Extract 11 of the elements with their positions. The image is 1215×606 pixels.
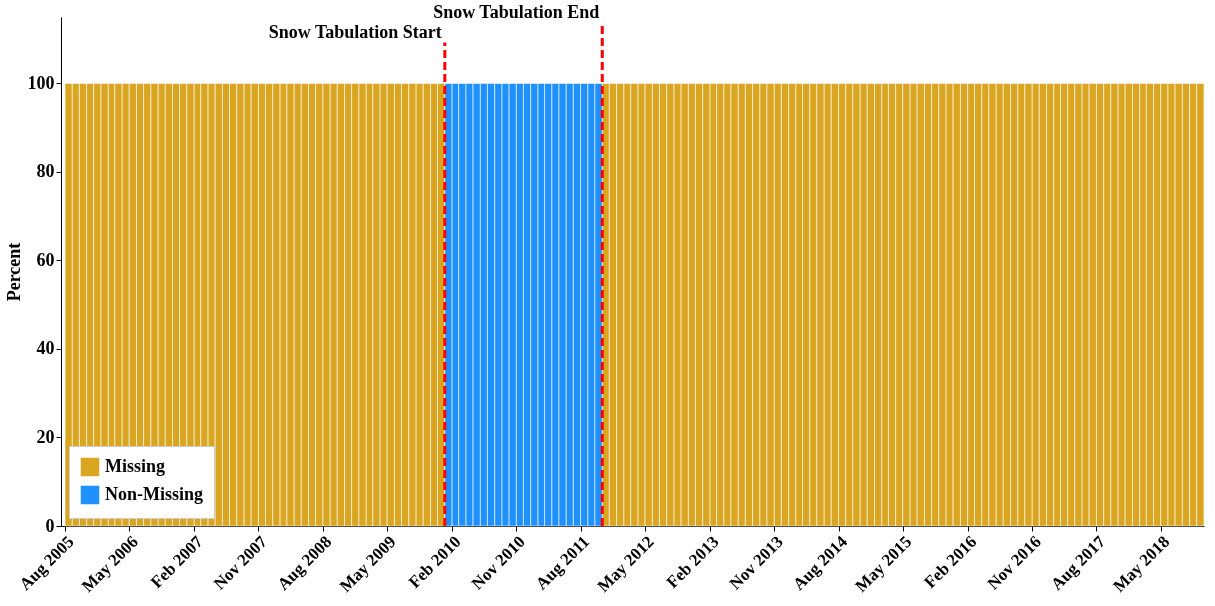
y-tick-label: 80 [36,161,55,182]
legend-label: Missing [105,456,166,476]
legend-label: Non-Missing [105,484,204,504]
y-axis-title: Percent [3,242,24,302]
y-tick-label: 60 [36,249,55,270]
ref-line-label: Snow Tabulation Start [268,22,442,43]
y-tick-label: 0 [45,515,55,536]
y-tick-label: 20 [36,426,55,447]
ref-line-label: Snow Tabulation End [433,2,600,23]
y-tick-label: 40 [36,338,55,359]
y-tick-label: 100 [27,72,55,93]
